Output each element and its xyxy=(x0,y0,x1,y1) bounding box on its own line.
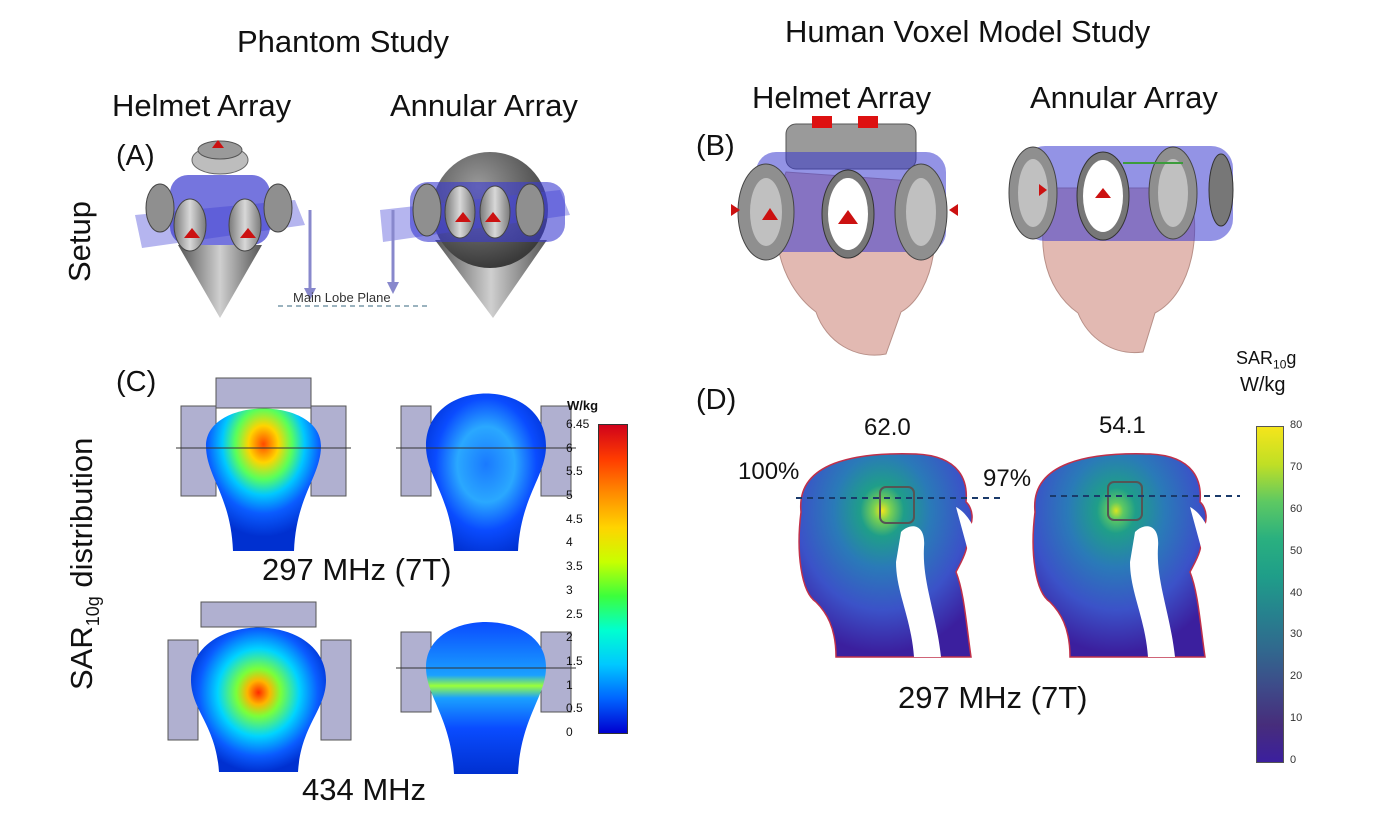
sar-row-label: SAR10g distribution xyxy=(64,437,104,690)
human-helmet-sar-map xyxy=(796,453,1002,658)
phantom-colorbar-tick: 5.5 xyxy=(566,464,583,479)
annular-array-label-phantom: Annular Array xyxy=(390,88,578,123)
human-colorbar-tick: 30 xyxy=(1290,628,1303,641)
phantom-freq-434: 434 MHz xyxy=(302,772,427,807)
phantom-annular-sar-434 xyxy=(396,622,576,774)
phantom-colorbar-tick: 1 xyxy=(566,677,573,692)
phantom-colorbar-tick: 4.5 xyxy=(566,511,583,526)
human-colorbar-tick: 10 xyxy=(1290,712,1303,725)
phantom-colorbar-tick: 2.5 xyxy=(566,606,583,621)
human-colorbar-tick: 0 xyxy=(1290,754,1297,766)
phantom-helmet-setup-image xyxy=(135,140,305,318)
phantom-study-header: Phantom Study xyxy=(237,24,449,59)
human-colorbar xyxy=(1256,426,1284,763)
phantom-annular-sar-297 xyxy=(396,393,576,551)
panel-label-a: (A) xyxy=(116,140,155,172)
human-colorbar-unit-bottom: W/kg xyxy=(1240,374,1286,396)
phantom-colorbar-tick: 3.5 xyxy=(566,559,583,574)
helmet-array-label-phantom: Helmet Array xyxy=(112,88,292,123)
human-freq-297: 297 MHz (7T) xyxy=(898,680,1088,715)
human-colorbar-tick: 80 xyxy=(1290,419,1303,431)
panel-label-c: (C) xyxy=(116,366,157,398)
annular-peak-value: 54.1 xyxy=(1099,412,1146,439)
phantom-colorbar-tick: 4 xyxy=(566,535,573,550)
phantom-annular-setup-image xyxy=(380,152,570,318)
helmet-percent: 100% xyxy=(738,458,800,485)
phantom-colorbar-tick: 1.5 xyxy=(566,653,583,668)
human-annular-setup-image xyxy=(1008,146,1234,354)
phantom-colorbar-tick: 6.45 xyxy=(566,417,590,431)
phantom-colorbar-unit: W/kg xyxy=(567,398,599,413)
phantom-colorbar xyxy=(598,424,628,734)
helmet-peak-value: 62.0 xyxy=(864,414,911,441)
human-colorbar-unit-top: SAR10g xyxy=(1236,348,1297,372)
panel-label-b: (B) xyxy=(696,130,735,162)
phantom-colorbar-tick: 0.5 xyxy=(566,701,583,716)
phantom-helmet-sar-297 xyxy=(176,377,351,551)
phantom-helmet-sar-434 xyxy=(167,601,352,772)
setup-row-label: Setup xyxy=(62,200,97,282)
helmet-array-label-human: Helmet Array xyxy=(752,80,932,115)
human-helmet-setup-image xyxy=(731,116,958,356)
panel-label-d: (D) xyxy=(696,384,737,416)
human-colorbar-tick: 50 xyxy=(1290,544,1303,557)
phantom-freq-297: 297 MHz (7T) xyxy=(262,552,452,587)
phantom-colorbar-tick: 0 xyxy=(566,725,573,739)
human-study-header: Human Voxel Model Study xyxy=(785,14,1151,49)
main-lobe-arrows xyxy=(278,210,430,307)
phantom-colorbar-tick: 5 xyxy=(566,488,573,503)
main-lobe-plane-label: Main Lobe Plane xyxy=(293,290,391,305)
human-colorbar-tick: 60 xyxy=(1290,502,1303,515)
human-colorbar-tick: 70 xyxy=(1290,460,1303,473)
phantom-colorbar-tick: 6 xyxy=(566,440,573,455)
phantom-colorbar-tick: 2 xyxy=(566,630,573,645)
human-annular-sar-map xyxy=(1032,453,1240,658)
human-colorbar-tick: 20 xyxy=(1290,670,1303,683)
annular-array-label-human: Annular Array xyxy=(1030,80,1218,115)
annular-percent: 97% xyxy=(983,465,1032,492)
human-colorbar-tick: 40 xyxy=(1290,586,1303,599)
phantom-colorbar-tick: 3 xyxy=(566,582,573,597)
